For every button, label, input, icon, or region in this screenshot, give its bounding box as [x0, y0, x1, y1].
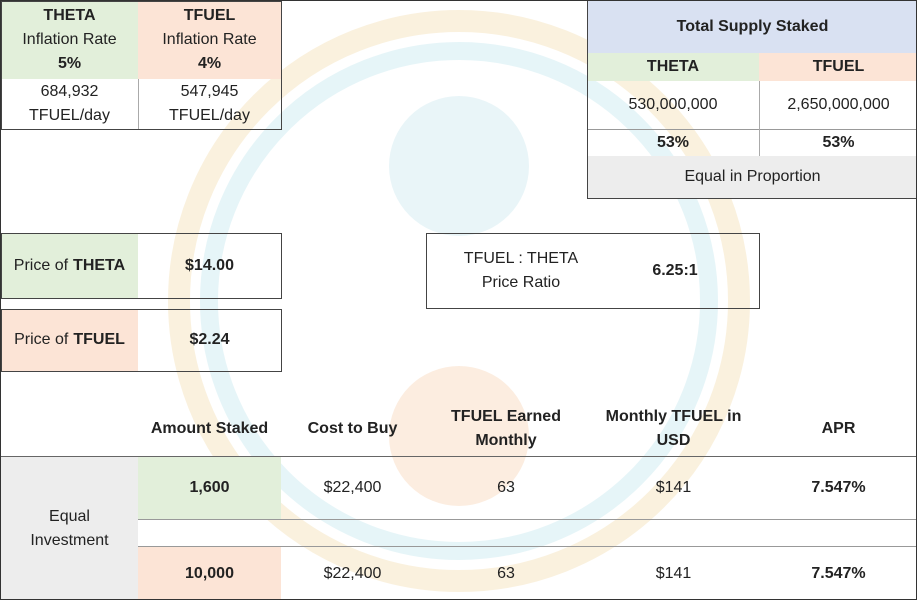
token: TFUEL: [183, 7, 236, 24]
price-theta-label: Price of THETA: [1, 233, 138, 298]
header: APR: [821, 419, 856, 437]
label: TFUEL : THETA: [463, 249, 579, 267]
divider: [1, 456, 916, 457]
label: Inflation Rate: [22, 31, 117, 48]
theta-inflation-amount: 684,932 TFUEL/day: [1, 79, 138, 129]
label: Price Ratio: [481, 273, 561, 291]
inflation-box: [1, 1, 282, 130]
amount: 547,945: [180, 83, 239, 100]
label: Price of: [14, 331, 69, 348]
cell: 63: [497, 479, 515, 496]
supply-note: Equal in Proportion: [587, 156, 916, 198]
amount: 1,600: [138, 457, 281, 519]
ratio-box: [426, 233, 760, 309]
divider: [759, 81, 760, 156]
divider: [138, 79, 139, 129]
cell: $141: [655, 565, 692, 582]
price-box: [1, 309, 282, 372]
supply-theta-percent: 53%: [656, 133, 690, 151]
supply-box: [587, 1, 916, 199]
price-box: [1, 233, 282, 299]
cell: $141: [655, 479, 692, 496]
group-label: Equal Investment: [1, 457, 138, 599]
rate: 5%: [57, 55, 82, 72]
supply-theta: THETA: [587, 53, 759, 81]
price-theta: $14.00: [185, 256, 234, 274]
amount: 10,000: [138, 547, 281, 599]
supply-tfuel: TFUEL: [759, 53, 916, 81]
cell: 7.547%: [811, 565, 866, 582]
token: THETA: [73, 256, 126, 274]
supply-title: Total Supply Staked: [587, 1, 916, 53]
ratio-value: 6.25:1: [652, 261, 698, 279]
cell: $22,400: [323, 479, 382, 496]
price-tfuel: $2.24: [189, 331, 230, 348]
token: TFUEL: [73, 331, 125, 348]
cell: $22,400: [323, 565, 382, 582]
divider: [587, 129, 916, 130]
divider: [138, 519, 916, 520]
divider: [138, 546, 916, 547]
cell: 7.547%: [811, 479, 866, 496]
header: Amount Staked: [150, 419, 269, 437]
header: TFUEL Earned Monthly: [451, 407, 561, 449]
supply-tfuel-percent: 53%: [822, 133, 855, 151]
amount: 684,932: [40, 83, 99, 100]
tfuel-inflation-header: TFUEL Inflation Rate 4%: [138, 1, 281, 79]
unit: TFUEL/day: [29, 107, 110, 124]
token: THETA: [43, 7, 96, 24]
header: Cost to Buy: [307, 419, 398, 437]
label: Inflation Rate: [162, 31, 257, 48]
unit: TFUEL/day: [169, 107, 250, 124]
ratio-label: TFUEL : THETA Price Ratio: [426, 233, 616, 308]
cell: 63: [497, 565, 515, 582]
rate: 4%: [197, 55, 222, 72]
supply-theta-amount: 530,000,000: [628, 96, 718, 113]
label: Price of: [13, 256, 69, 274]
theta-inflation-header: THETA Inflation Rate 5%: [1, 1, 138, 79]
supply-tfuel-amount: 2,650,000,000: [787, 96, 890, 113]
tfuel-inflation-amount: 547,945 TFUEL/day: [138, 79, 281, 129]
price-tfuel-label: Price of TFUEL: [1, 309, 138, 371]
header: Monthly TFUEL in USD: [605, 407, 742, 449]
